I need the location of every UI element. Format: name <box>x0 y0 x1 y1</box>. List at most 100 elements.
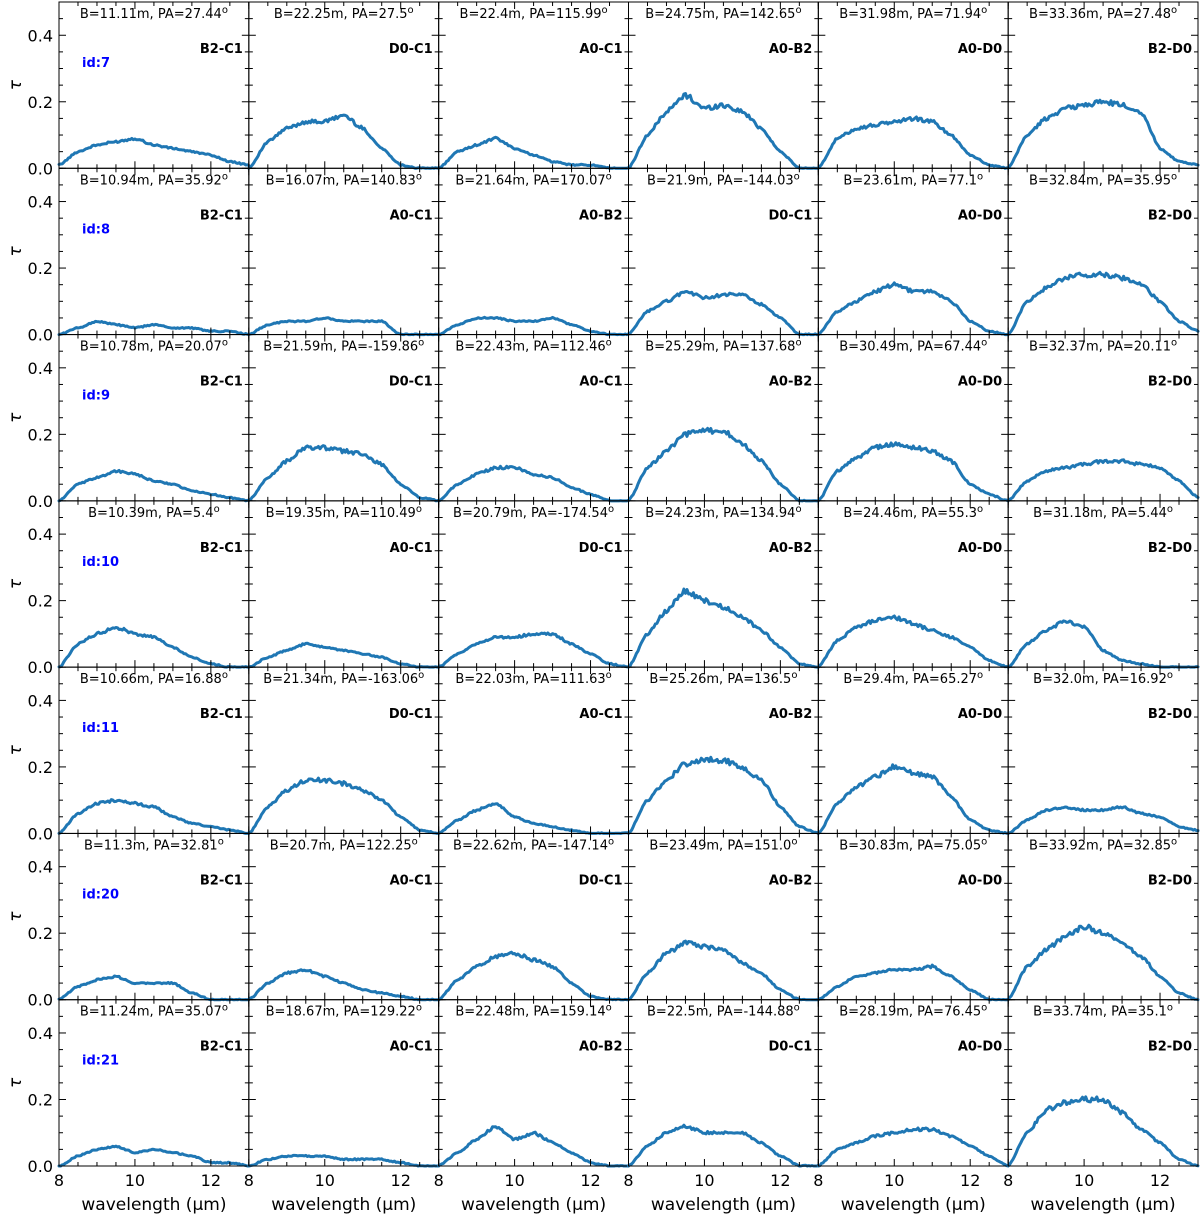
panel-title: B=11.24m, PA=35.07o <box>80 1003 228 1020</box>
row-id-label: id:9 <box>82 389 110 404</box>
panel-title: B=24.75m, PA=142.65o <box>645 5 801 22</box>
baseline-label: A0-B2 <box>769 541 812 556</box>
y-axis-label: τ <box>6 412 26 423</box>
panel-title: B=33.36m, PA=27.48o <box>1029 5 1177 22</box>
spectrum-line <box>816 963 1010 1002</box>
y-tick-label: 0.4 <box>28 1024 53 1043</box>
panel-frame <box>58 1 250 169</box>
panel-title: B=22.4m, PA=115.99o <box>460 5 608 22</box>
panel-frame <box>817 334 1009 502</box>
panel-frame <box>58 334 250 502</box>
spectrum-line <box>57 136 251 167</box>
baseline-label: D0-C1 <box>579 541 623 556</box>
panel: B=31.98m, PA=71.94o A0-D0 <box>816 1 1010 170</box>
spectrum-line <box>1006 923 1200 1002</box>
panel-frame <box>438 832 629 1001</box>
panel: B=10.66m, PA=16.88o B2-C1 id:11 0.0 0.2 0.4 τ <box>6 666 251 843</box>
panel: B=22.25m, PA=27.5o D0-C1 <box>247 1 441 170</box>
degree-marker: o <box>214 504 220 515</box>
y-tick-label: 0.2 <box>28 758 53 777</box>
panel: B=21.64m, PA=170.07o A0-B2 <box>437 167 630 337</box>
spectrum-line <box>247 316 441 337</box>
baseline-label: A0-C1 <box>579 375 622 390</box>
panel: B=31.18m, PA=5.44o B2-D0 <box>1006 500 1200 669</box>
x-axis-label: wavelength (μm) <box>1031 1195 1176 1215</box>
y-axis-label: τ <box>6 246 26 257</box>
baseline-label: A0-D0 <box>958 1040 1002 1055</box>
y-tick-label: 0.0 <box>28 824 53 843</box>
spectrum-line <box>1006 805 1200 835</box>
spectrum-line <box>247 444 441 503</box>
panel: B=18.67m, PA=129.22o A0-C1 8 10 12 wavelength… <box>244 999 441 1215</box>
panel: B=33.92m, PA=32.85o B2-D0 <box>1006 832 1200 1002</box>
y-tick-label: 0.0 <box>28 1157 53 1176</box>
degree-marker: o <box>977 670 983 681</box>
panel-title: B=33.92m, PA=32.85o <box>1029 836 1177 853</box>
panel-title: B=32.0m, PA=16.92o <box>1033 670 1173 687</box>
degree-marker: o <box>1167 504 1173 515</box>
panel-frame <box>438 999 629 1167</box>
panel-frame <box>628 666 819 834</box>
panel-frame <box>1007 167 1199 336</box>
spectrum-line <box>627 426 820 503</box>
panel-frame <box>248 167 440 336</box>
baseline-label: B2-D0 <box>1148 1040 1192 1055</box>
panel-frame <box>628 167 819 336</box>
degree-marker: o <box>606 338 612 349</box>
spectrum-line <box>816 614 1010 669</box>
x-axis-label: wavelength (μm) <box>651 1195 796 1215</box>
panel-frame <box>248 666 440 834</box>
degree-marker: o <box>1171 836 1177 847</box>
panel-title: B=25.29m, PA=137.68o <box>645 338 801 355</box>
panel: B=23.49m, PA=151.0o A0-B2 <box>627 832 820 1002</box>
degree-marker: o <box>791 670 797 681</box>
panel-frame <box>1007 999 1199 1167</box>
baseline-label: A0-C1 <box>390 873 433 888</box>
baseline-label: A0-D0 <box>958 208 1002 223</box>
panel: B=30.49m, PA=67.44o A0-D0 <box>816 334 1010 503</box>
panel-title: B=32.84m, PA=35.95o <box>1029 171 1177 188</box>
y-tick-label: 0.2 <box>28 425 53 444</box>
panel-frame <box>58 832 250 1001</box>
y-tick-label: 0.4 <box>28 525 53 544</box>
panel-frame <box>817 500 1009 668</box>
degree-marker: o <box>608 504 614 515</box>
panel-title: B=24.23m, PA=134.94o <box>645 504 801 521</box>
panel: B=21.59m, PA=-159.86o D0-C1 <box>247 334 441 503</box>
panel-title: B=21.59m, PA=-159.86o <box>263 338 424 355</box>
panel-title: B=30.49m, PA=67.44o <box>839 338 987 355</box>
spectrum-line <box>816 441 1010 503</box>
panel-frame <box>58 999 250 1167</box>
spectrum-line <box>437 464 630 503</box>
panel-title: B=21.9m, PA=-144.03o <box>647 171 800 188</box>
degree-marker: o <box>606 171 612 182</box>
y-tick-label: 0.0 <box>28 326 53 345</box>
panel: B=22.48m, PA=159.14o A0-B2 8 10 12 wavelength… <box>434 999 630 1215</box>
baseline-label: A0-C1 <box>579 707 622 722</box>
degree-marker: o <box>416 1003 422 1014</box>
panel-title: B=16.07m, PA=140.83o <box>266 171 422 188</box>
row-id-label: id:7 <box>82 56 110 71</box>
panel: B=32.84m, PA=35.95o B2-D0 <box>1006 167 1200 336</box>
spectrum-line <box>1006 619 1200 669</box>
panel: B=24.23m, PA=134.94o A0-B2 <box>627 500 820 669</box>
panel-frame <box>248 832 440 1001</box>
x-axis-label: wavelength (μm) <box>841 1195 986 1215</box>
panel: B=19.35m, PA=110.49o A0-C1 <box>247 500 441 669</box>
spectrum-line <box>816 115 1010 170</box>
panel-frame <box>58 500 250 668</box>
panel-frame <box>1007 666 1199 834</box>
baseline-label: B2-D0 <box>1148 208 1192 223</box>
panel-title: B=23.61m, PA=77.1o <box>843 171 983 188</box>
baseline-label: A0-D0 <box>958 873 1002 888</box>
spectrum-line <box>247 968 441 1002</box>
x-tick-label: 10 <box>125 1171 145 1190</box>
panel: B=20.79m, PA=-174.54o D0-C1 <box>437 500 630 669</box>
x-tick-label: 12 <box>391 1171 411 1190</box>
spectrum-line <box>627 587 820 669</box>
baseline-label: B2-C1 <box>200 208 243 223</box>
panel: B=11.3m, PA=32.81o B2-C1 id:20 0.0 0.2 0.4 τ <box>6 832 251 1010</box>
y-tick-label: 0.2 <box>28 592 53 611</box>
x-tick-label: 10 <box>1074 1171 1094 1190</box>
spectrum-line <box>57 468 251 503</box>
